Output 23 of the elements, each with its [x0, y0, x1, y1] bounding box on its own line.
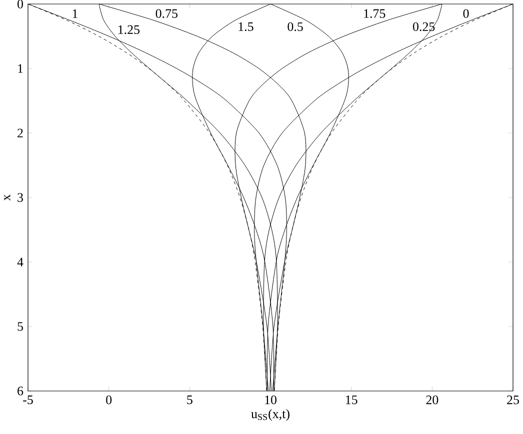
series-label: 1.25: [118, 25, 140, 34]
series-label: 1: [72, 9, 78, 18]
series-label: 0: [463, 9, 469, 18]
series-label: 1.75: [364, 9, 386, 18]
y-axis-title: x: [4, 194, 10, 201]
x-tick-label: -5: [23, 396, 33, 404]
y-tick-label: 6: [18, 386, 24, 396]
y-tick-label: 2: [18, 128, 23, 138]
x-tick-label: 5: [187, 396, 192, 404]
x-tick-label: 10: [265, 396, 276, 404]
series-label: 0.5: [288, 22, 303, 32]
y-tick-label: 4: [17, 258, 24, 266]
series-label: 1.5: [238, 22, 254, 32]
x-tick-label: 0: [106, 396, 112, 404]
x-tick-label: 15: [346, 396, 358, 404]
series-label: 0.75: [156, 9, 178, 18]
x-tick-label: 20: [426, 396, 438, 404]
y-tick-label: 3: [18, 193, 23, 202]
y-tick-label: 0: [18, 0, 23, 8]
y-tick-label: 5: [18, 322, 23, 331]
x-axis-title: u$_{SS}$(x,t): [251, 409, 290, 421]
x-tick-label: 25: [507, 396, 519, 404]
y-tick-label: 1: [18, 64, 23, 73]
